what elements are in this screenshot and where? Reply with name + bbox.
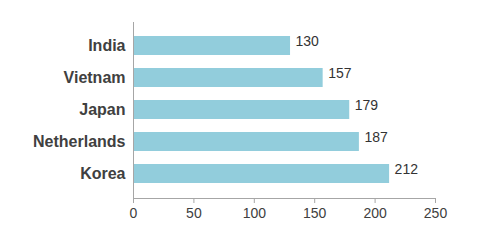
svg-text:130: 130: [296, 33, 320, 49]
svg-text:Japan: Japan: [79, 101, 125, 118]
svg-text:150: 150: [303, 205, 327, 221]
svg-text:India: India: [88, 37, 125, 54]
svg-text:Vietnam: Vietnam: [64, 69, 126, 86]
svg-text:0: 0: [130, 205, 138, 221]
svg-text:Netherlands: Netherlands: [33, 133, 126, 150]
svg-text:50: 50: [186, 205, 202, 221]
svg-text:100: 100: [243, 205, 267, 221]
svg-text:157: 157: [328, 65, 352, 81]
svg-text:179: 179: [355, 97, 379, 113]
svg-text:250: 250: [424, 205, 448, 221]
svg-text:Korea: Korea: [80, 165, 125, 182]
svg-text:212: 212: [395, 161, 419, 177]
svg-text:200: 200: [363, 205, 387, 221]
svg-text:187: 187: [364, 129, 388, 145]
